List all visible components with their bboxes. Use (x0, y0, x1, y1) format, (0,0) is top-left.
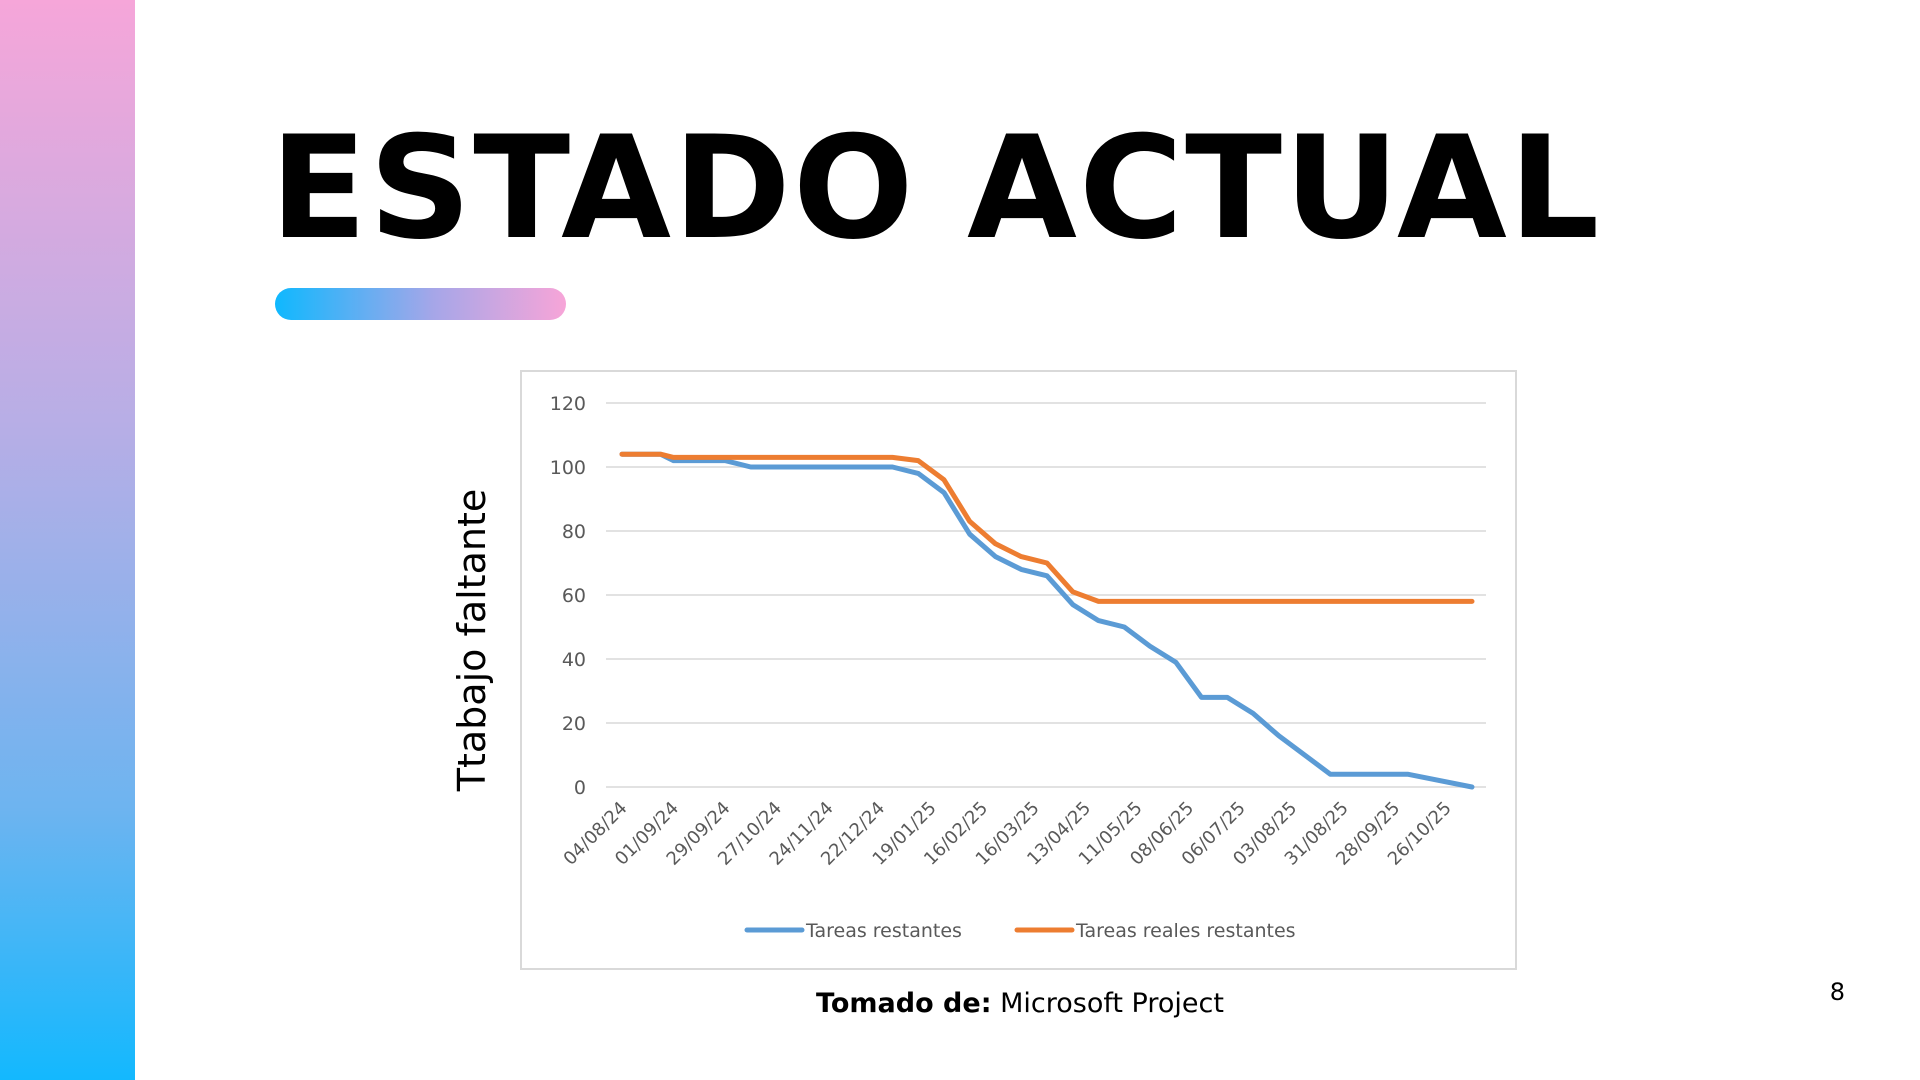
y-axis-title: Ttabajo faltante (450, 488, 494, 792)
series-lines (619, 451, 1475, 790)
page-number: 8 (1829, 978, 1845, 1006)
series-line-2 (619, 451, 1475, 604)
legend-label-2: Tareas reales restantes (1075, 920, 1296, 942)
gridlines (606, 402, 1486, 788)
y-tick-label: 0 (574, 777, 586, 799)
y-tick-label: 120 (550, 393, 586, 415)
series-line-1 (619, 451, 1475, 790)
source-caption: Tomado de: Microsoft Project (0, 988, 1920, 1019)
x-tick-labels: 04/08/2401/09/2429/09/2427/10/2424/11/24… (560, 798, 1456, 870)
y-tick-label: 40 (562, 649, 586, 671)
y-tick-label: 100 (550, 457, 586, 479)
y-tick-label: 60 (562, 585, 586, 607)
side-gradient-bar (0, 0, 135, 1080)
y-tick-label: 20 (562, 713, 586, 735)
y-tick-labels: 0 20 40 60 80 100 120 (550, 393, 586, 799)
legend-label-1: Tareas restantes (805, 920, 962, 942)
slide-title: ESTADO ACTUAL (270, 106, 1602, 271)
y-tick-label: 80 (562, 521, 586, 543)
chart-frame: 0 20 40 60 80 100 120 04/08/24 01/09/24 29/09/24… (520, 370, 1517, 970)
source-label: Tomado de: (816, 988, 992, 1019)
legend: Tareas restantes Tareas reales restantes (744, 920, 1296, 942)
line-chart: 0 20 40 60 80 100 120 04/08/2401/09/2429/09/24… (550, 393, 1486, 942)
source-value: Microsoft Project (1000, 988, 1224, 1019)
title-accent-bar (275, 288, 566, 320)
